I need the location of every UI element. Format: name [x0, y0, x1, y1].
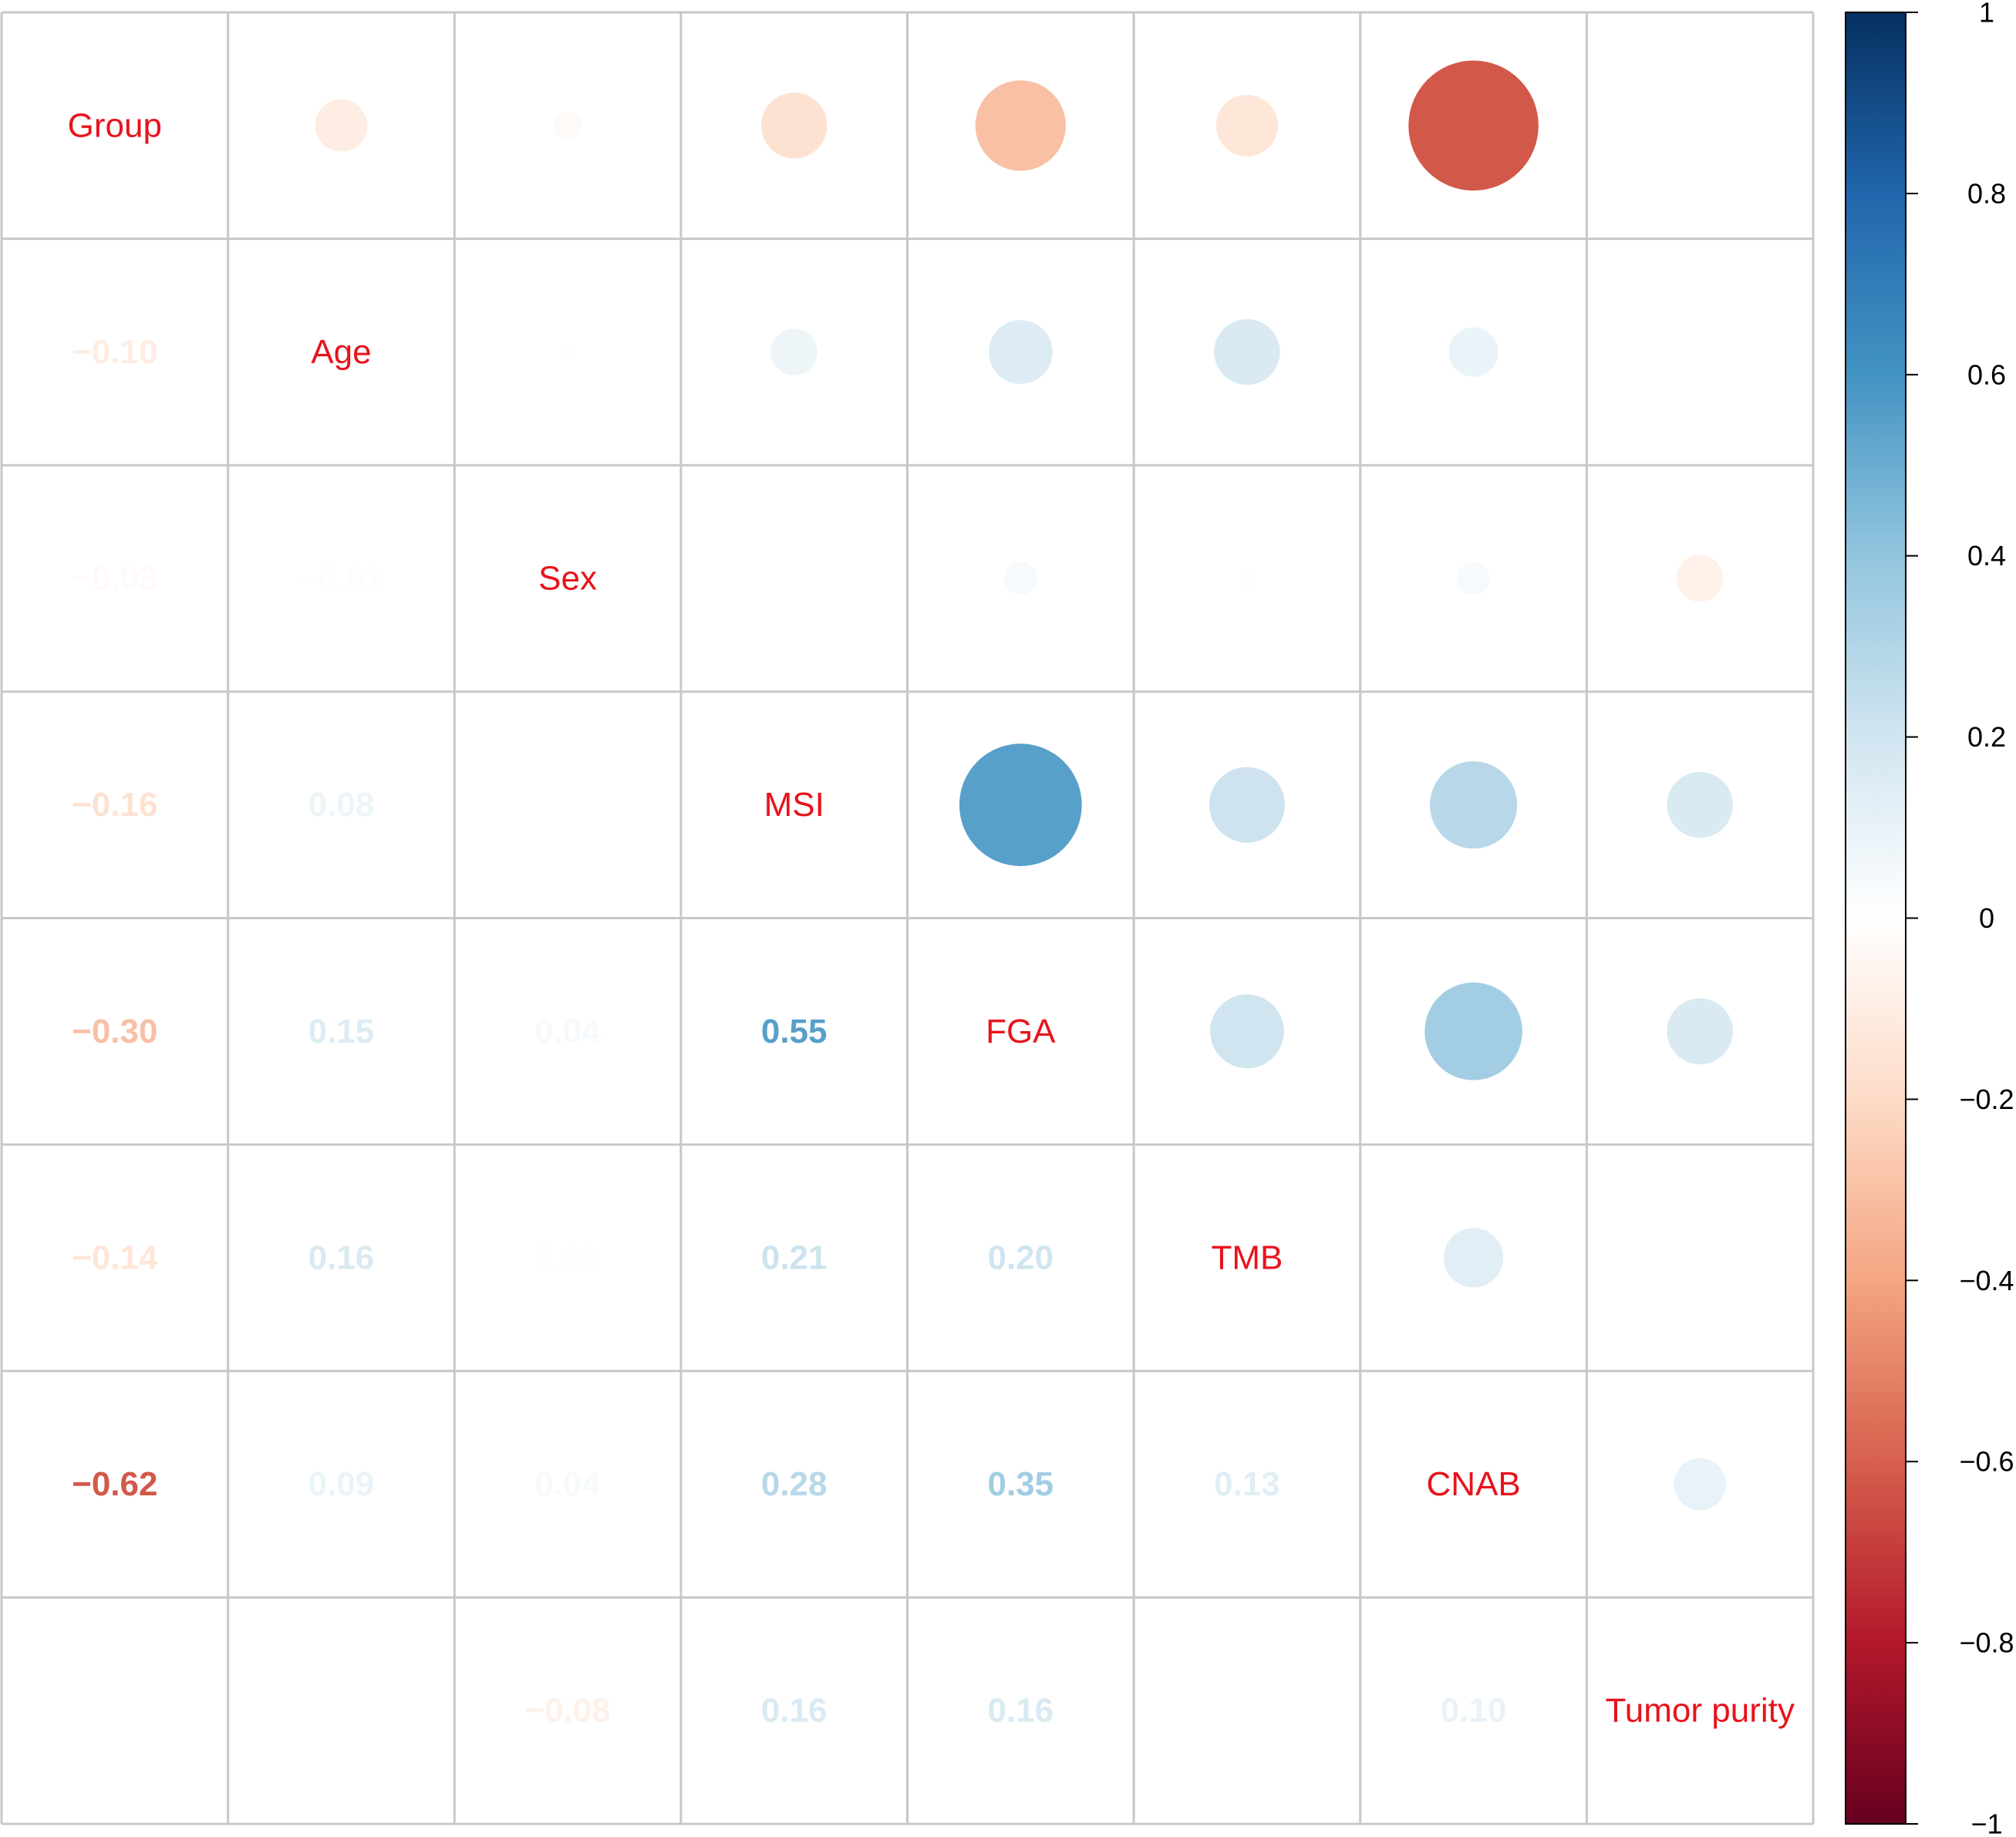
corr-circle-group-fga	[975, 80, 1066, 171]
corr-value-cnab-tmb: 0.13	[1214, 1465, 1280, 1503]
corr-circle-sex-tmb	[1239, 570, 1256, 587]
corr-circle-msi-cnab	[1429, 761, 1518, 849]
corr-circle-group-tmb	[1215, 94, 1278, 157]
corr-value-tumor-purity-group: 0.00	[82, 1692, 148, 1730]
corr-value-cnab-msi: 0.28	[761, 1465, 828, 1503]
corr-value-tmb-age: 0.16	[308, 1239, 375, 1276]
corr-value-cnab-group: −0.62	[72, 1465, 157, 1503]
corr-value-msi-sex: 0.00	[534, 786, 601, 824]
corr-value-tmb-group: −0.14	[72, 1239, 158, 1276]
corr-value-tumor-purity-sex: −0.08	[524, 1692, 610, 1730]
corr-circle-msi-tmb	[1209, 767, 1285, 843]
corr-value-sex-group: −0.03	[72, 560, 157, 598]
corr-circle-fga-tumor-purity	[1667, 998, 1733, 1065]
colorbar-tick-label: 1	[1979, 0, 1994, 29]
corr-circle-age-cnab	[1448, 327, 1499, 377]
corr-value-cnab-age: 0.09	[308, 1465, 375, 1503]
colorbar-tick-label: −0.6	[1959, 1446, 2014, 1478]
corr-value-fga-msi: 0.55	[761, 1013, 828, 1050]
colorbar-tick-label: 0	[1979, 902, 1994, 934]
corr-value-cnab-sex: 0.04	[534, 1465, 601, 1503]
corr-circle-age-sex	[559, 343, 576, 361]
corr-circle-sex-tumor-purity	[1676, 554, 1724, 602]
corr-circle-fga-cnab	[1424, 983, 1522, 1080]
corr-value-fga-sex: 0.04	[534, 1013, 601, 1050]
corr-circle-group-cnab	[1408, 60, 1539, 191]
colorbar-tick-label: 0.8	[1967, 177, 2006, 209]
corr-circle-age-msi	[770, 329, 818, 376]
corr-value-tumor-purity-msi: 0.16	[761, 1692, 828, 1730]
colorbar-tick-label: −0.8	[1959, 1627, 2014, 1659]
matrix-cells: Group −0.10 Age −0.03 −0.01 Sex −0.16 0.08 0.00 M…	[68, 60, 1795, 1730]
corr-circle-group-msi	[760, 93, 828, 159]
colorbar: 1 0.8 0.6 0.4 0.2 0 −0.2 −0.4 −0.6 −0.8 −1	[1845, 0, 2014, 1837]
variable-label-group: Group	[68, 106, 162, 144]
colorbar-tick-label: −0.4	[1959, 1265, 2014, 1296]
corr-circle-group-sex	[553, 111, 582, 140]
variable-label-fga: FGA	[986, 1013, 1056, 1050]
corr-value-tmb-msi: 0.21	[761, 1239, 828, 1276]
corr-value-msi-age: 0.08	[308, 786, 375, 824]
variable-label-age: Age	[311, 333, 371, 371]
colorbar-tick-label: −1	[1970, 1808, 2002, 1837]
corr-circle-msi-fga	[959, 743, 1082, 867]
corr-value-sex-age: −0.01	[298, 560, 384, 598]
colorbar-tick-label: 0.4	[1967, 540, 2006, 571]
corr-circle-tmb-cnab	[1443, 1228, 1504, 1288]
variable-label-msi: MSI	[764, 786, 824, 824]
corr-value-age-group: −0.10	[72, 333, 157, 371]
corr-circle-sex-cnab	[1457, 561, 1490, 595]
colorbar-tick-label: 0.2	[1967, 721, 2006, 753]
corr-circle-sex-fga	[1003, 561, 1037, 595]
corr-value-tumor-purity-tmb: 0.00	[1214, 1692, 1280, 1730]
variable-label-cnab: CNAB	[1426, 1465, 1520, 1503]
corr-circle-cnab-tumor-purity	[1674, 1458, 1726, 1511]
corr-value-tmb-sex: 0.01	[534, 1239, 601, 1276]
corr-value-cnab-fga: 0.35	[987, 1465, 1054, 1503]
corr-value-tumor-purity-age: 0.00	[308, 1692, 375, 1730]
corr-circle-fga-tmb	[1210, 994, 1284, 1069]
corr-circle-group-age	[315, 99, 368, 152]
corr-value-msi-group: −0.16	[72, 786, 157, 824]
colorbar-tick-label: −0.2	[1959, 1084, 2014, 1115]
matrix-grid	[0, 11, 1815, 1825]
colorbar-tick-label: 0.6	[1967, 359, 2006, 390]
corr-value-fga-age: 0.15	[308, 1013, 375, 1050]
corr-value-fga-group: −0.30	[72, 1013, 157, 1050]
colorbar-gradient	[1845, 12, 1906, 1825]
corr-value-tumor-purity-cnab: 0.10	[1441, 1692, 1507, 1730]
corr-circle-age-fga	[988, 320, 1053, 384]
corr-value-tumor-purity-fga: 0.16	[987, 1692, 1054, 1730]
corr-circle-age-tmb	[1214, 319, 1280, 386]
corr-value-tmb-fga: 0.20	[987, 1239, 1054, 1276]
corr-circle-msi-tumor-purity	[1667, 771, 1733, 838]
variable-label-tmb: TMB	[1211, 1239, 1283, 1276]
variable-label-sex: Sex	[538, 560, 597, 598]
variable-label-tumor-purity: Tumor purity	[1606, 1692, 1795, 1730]
